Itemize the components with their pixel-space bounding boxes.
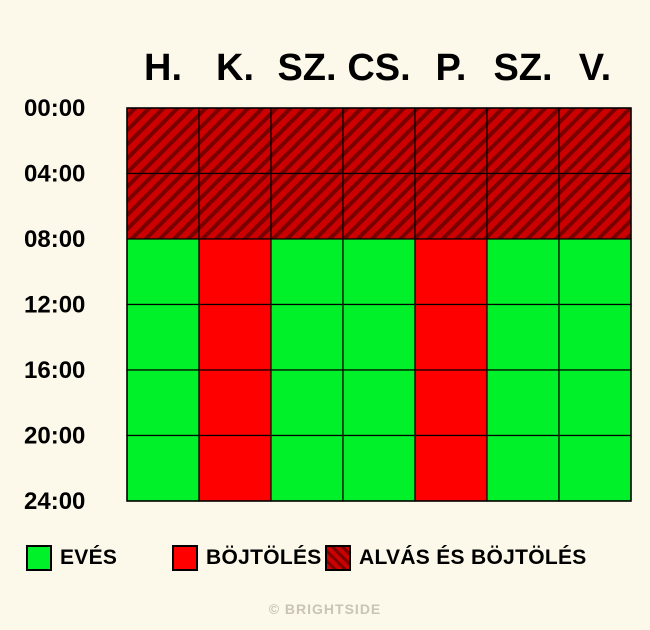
schedule-cell-eating xyxy=(486,238,560,306)
legend-label-eating: EVÉS xyxy=(60,546,118,569)
schedule-cell-sleep-fasting xyxy=(414,107,488,175)
schedule-cell-eating xyxy=(486,303,560,371)
schedule-cell-eating xyxy=(486,434,560,502)
schedule-cell-eating xyxy=(126,369,200,437)
schedule-cell-fasting xyxy=(414,434,488,502)
time-label: 12:00 xyxy=(24,292,85,319)
schedule-cell-eating xyxy=(558,369,632,437)
schedule-cell-eating xyxy=(558,434,632,502)
schedule-cell-sleep-fasting xyxy=(558,107,632,175)
legend-swatch-sleep-fasting xyxy=(325,545,351,571)
schedule-cell-eating xyxy=(342,434,416,502)
schedule-cell-eating xyxy=(126,434,200,502)
schedule-cell-eating xyxy=(270,238,344,306)
brightside-watermark: © BRIGHTSIDE xyxy=(268,601,382,617)
legend-label-sleep-fasting: ALVÁS ÉS BÖJTÖLÉS xyxy=(359,546,587,569)
day-label: SZ. xyxy=(493,47,552,89)
schedule-cell-fasting xyxy=(414,303,488,371)
schedule-cell-sleep-fasting xyxy=(342,107,416,175)
schedule-cell-eating xyxy=(270,303,344,371)
grid-border xyxy=(126,107,632,502)
schedule-cell-sleep-fasting xyxy=(414,172,488,240)
schedule-cell-sleep-fasting xyxy=(198,172,272,240)
schedule-cell-eating xyxy=(342,303,416,371)
day-label: K. xyxy=(216,47,254,89)
schedule-cell-eating xyxy=(270,369,344,437)
schedule-cell-sleep-fasting xyxy=(342,172,416,240)
schedule-cell-eating xyxy=(558,303,632,371)
day-label: P. xyxy=(435,47,466,89)
day-label: H. xyxy=(144,47,182,89)
schedule-cell-fasting xyxy=(198,303,272,371)
schedule-cell-eating xyxy=(486,369,560,437)
day-label: SZ. xyxy=(277,47,336,89)
time-label: 04:00 xyxy=(24,161,85,188)
schedule-cell-sleep-fasting xyxy=(126,172,200,240)
schedule-cell-eating xyxy=(342,238,416,306)
time-label: 16:00 xyxy=(24,357,85,384)
schedule-cell-sleep-fasting xyxy=(486,107,560,175)
time-label: 24:00 xyxy=(24,488,85,515)
time-label: 20:00 xyxy=(24,423,85,450)
schedule-cell-sleep-fasting xyxy=(126,107,200,175)
schedule-cell-sleep-fasting xyxy=(270,107,344,175)
legend-item-sleep-fasting: ALVÁS ÉS BÖJTÖLÉS xyxy=(325,545,587,571)
schedule-cell-eating xyxy=(126,303,200,371)
legend-item-eating: EVÉS xyxy=(26,545,117,571)
schedule-cell-eating xyxy=(342,369,416,437)
time-label: 08:00 xyxy=(24,226,85,253)
schedule-cell-fasting xyxy=(414,369,488,437)
schedule-cell-fasting xyxy=(198,434,272,502)
schedule-cell-eating xyxy=(270,434,344,502)
schedule-cell-fasting xyxy=(198,238,272,306)
schedule-cell-sleep-fasting xyxy=(270,172,344,240)
fasting-schedule-grid: H. K. SZ. CS. P. SZ. V. 00:00 04:00 08:00 12:00 16… xyxy=(24,47,632,515)
schedule-cell-sleep-fasting xyxy=(198,107,272,175)
schedule-cell-eating xyxy=(558,238,632,306)
schedule-cell-fasting xyxy=(198,369,272,437)
schedule-cell-fasting xyxy=(414,238,488,306)
legend-label-fasting: BÖJTÖLÉS xyxy=(206,546,322,569)
schedule-cell-eating xyxy=(126,238,200,306)
legend-item-fasting: BÖJTÖLÉS xyxy=(172,545,322,571)
day-label: V. xyxy=(579,47,611,89)
time-label: 00:00 xyxy=(24,95,85,122)
legend: EVÉS BÖJTÖLÉS ALVÁS ÉS BÖJTÖLÉS xyxy=(26,545,650,579)
legend-swatch-fasting xyxy=(172,545,198,571)
schedule-cell-sleep-fasting xyxy=(486,172,560,240)
legend-swatch-eating xyxy=(26,545,52,571)
schedule-cell-sleep-fasting xyxy=(558,172,632,240)
day-label: CS. xyxy=(347,47,410,89)
